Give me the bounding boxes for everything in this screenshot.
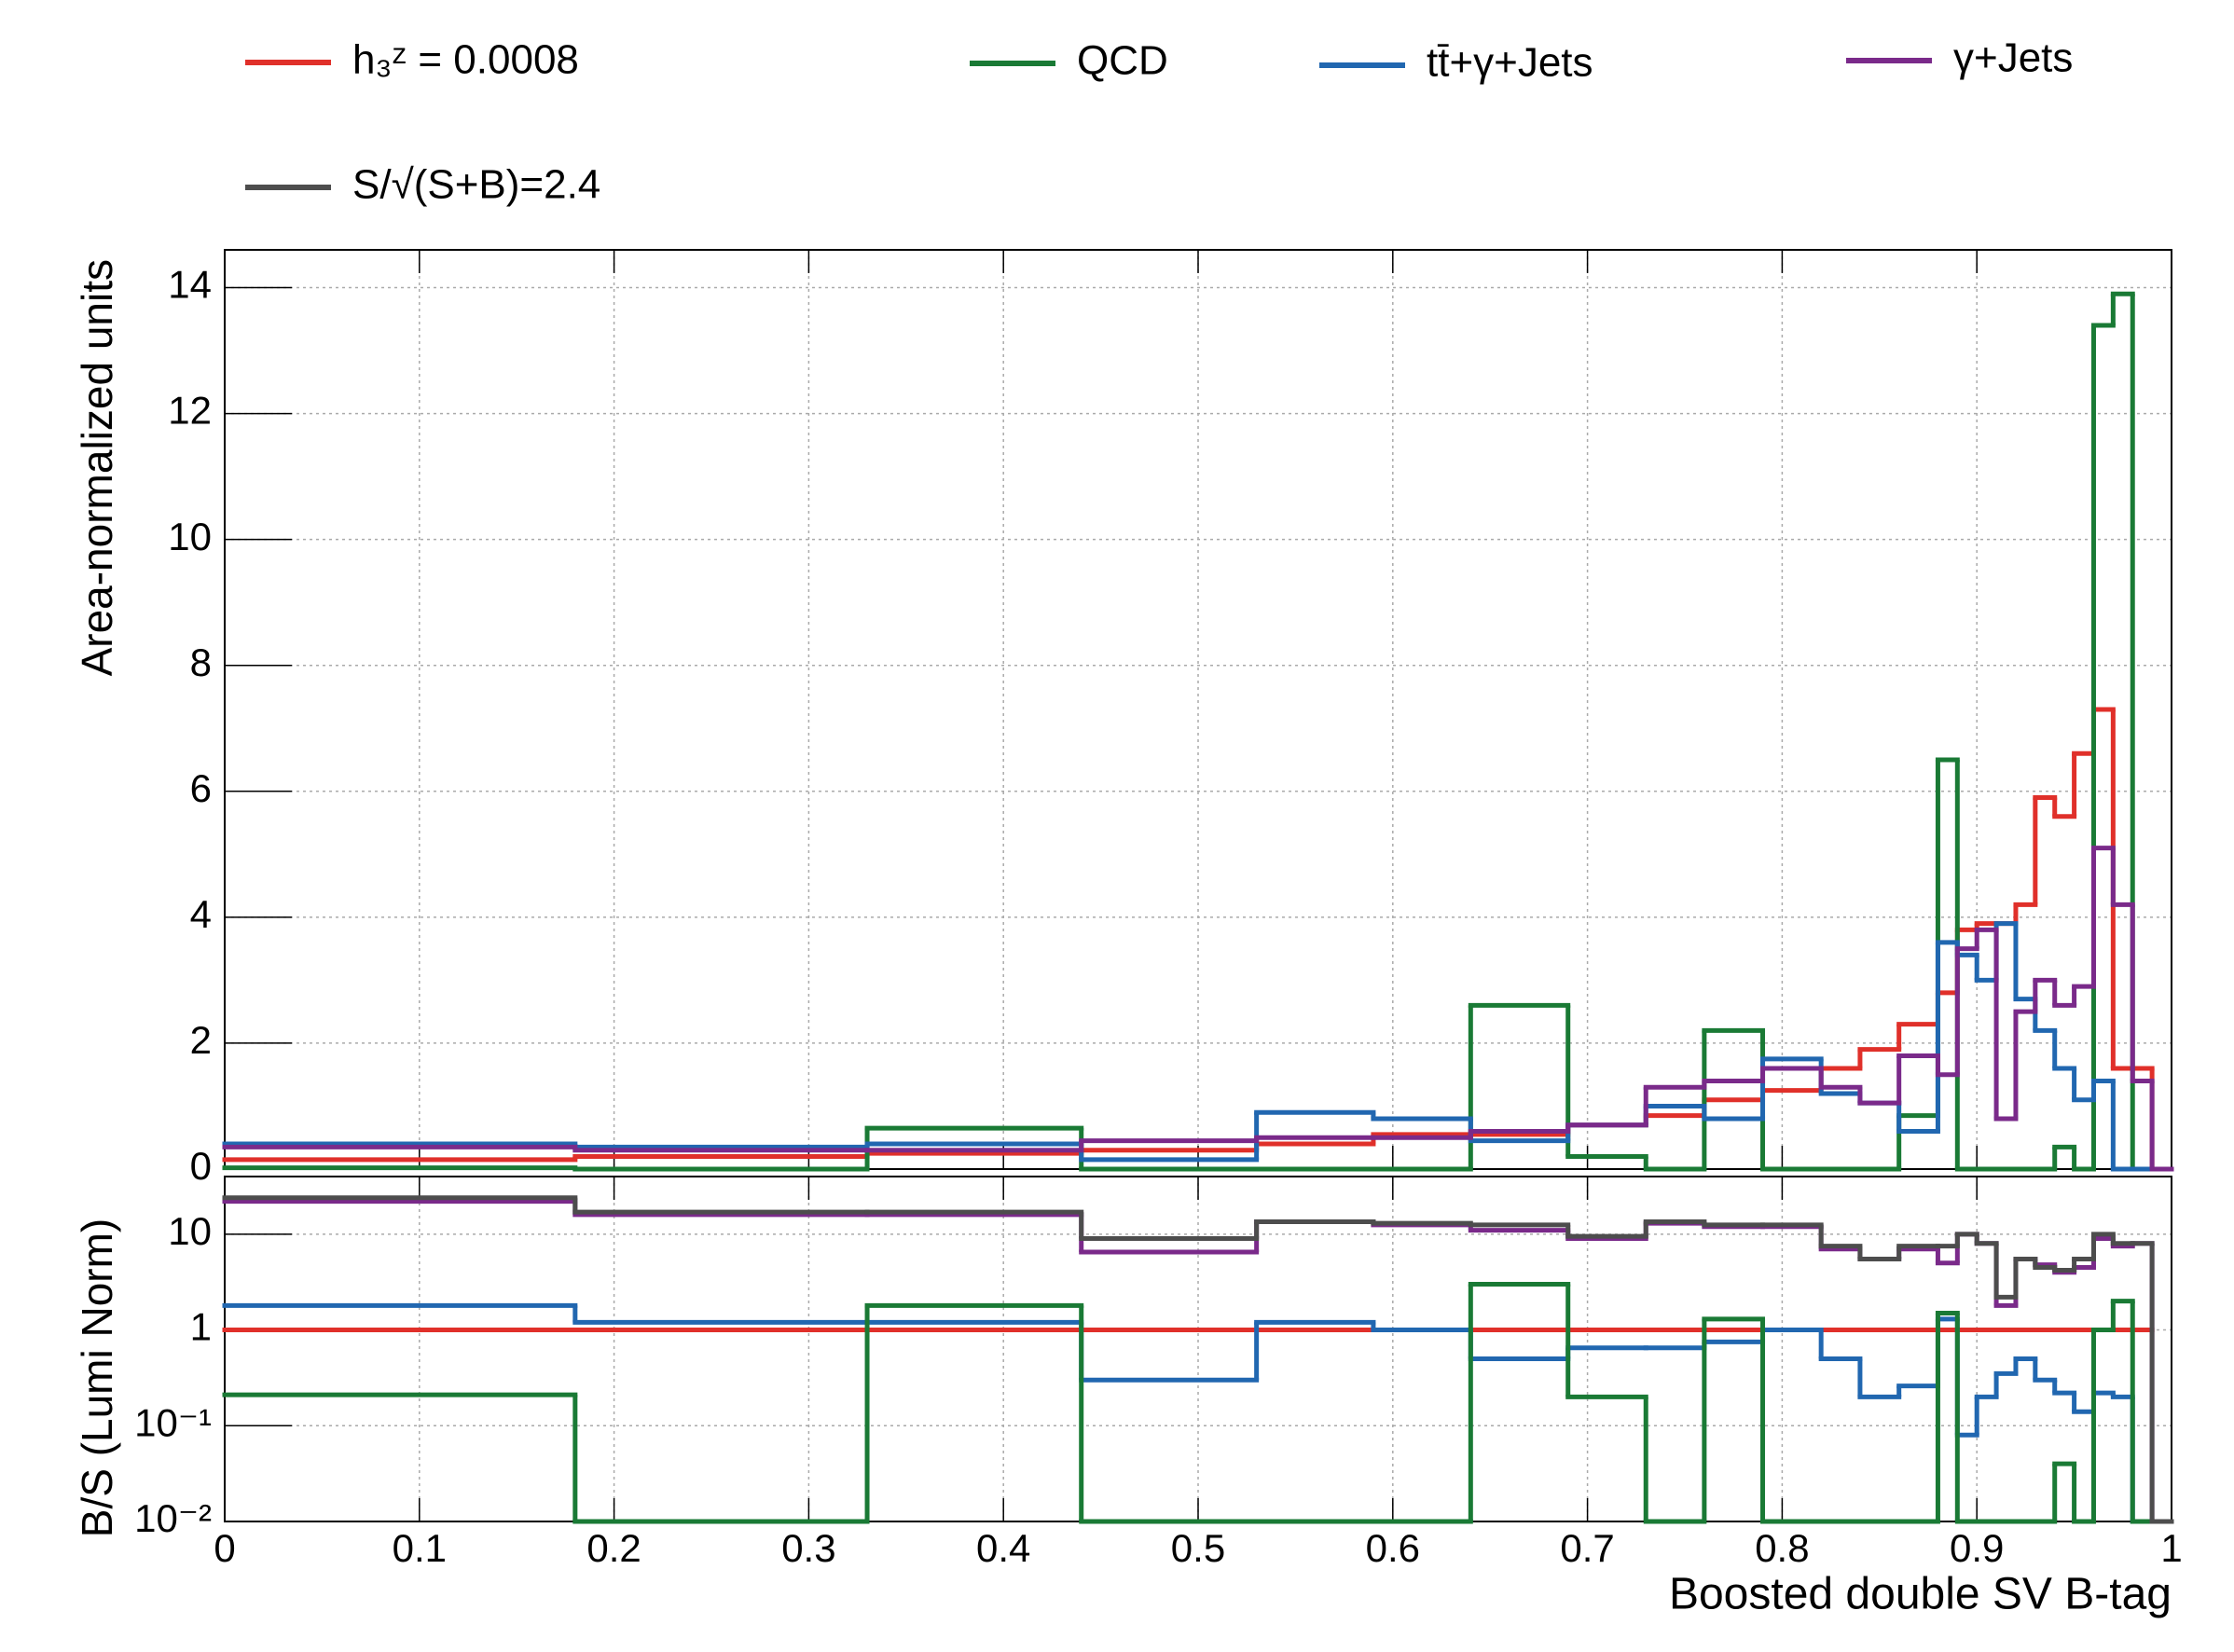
x-tick-label: 1	[2160, 1526, 2182, 1570]
y-axis-title: Area-normalized units	[73, 259, 121, 676]
y-tick-label: 10⁻¹	[134, 1400, 212, 1444]
y-tick-label: 0	[190, 1144, 212, 1188]
y-tick-label: 6	[190, 766, 212, 810]
y-tick-label: 14	[168, 263, 212, 307]
y-tick-label: 2	[190, 1018, 212, 1062]
x-tick-label: 0.3	[781, 1526, 835, 1570]
y-axis-title: B/S (Lumi Norm)	[73, 1218, 121, 1537]
x-tick-label: 0.7	[1560, 1526, 1614, 1570]
x-tick-label: 0.8	[1755, 1526, 1809, 1570]
x-tick-label: 0	[214, 1526, 235, 1570]
y-tick-label: 1	[190, 1305, 212, 1349]
y-tick-label: 10⁻²	[134, 1496, 212, 1540]
x-tick-label: 0.6	[1366, 1526, 1420, 1570]
x-tick-label: 0.1	[393, 1526, 447, 1570]
y-tick-label: 10	[168, 1209, 212, 1253]
y-tick-label: 4	[190, 892, 212, 936]
x-tick-label: 0.2	[586, 1526, 641, 1570]
legend-label: γ+Jets	[1953, 35, 2073, 81]
x-tick-label: 0.5	[1171, 1526, 1225, 1570]
legend-label: h₃ᶻ = 0.0008	[352, 37, 579, 83]
y-tick-label: 12	[168, 389, 212, 433]
legend-label: QCD	[1077, 38, 1168, 84]
x-axis-title: Boosted double SV B-tag	[1669, 1570, 2172, 1619]
legend-label: tt̄+γ+Jets	[1427, 40, 1593, 86]
x-tick-label: 0.9	[1950, 1526, 2004, 1570]
x-tick-label: 0.4	[976, 1526, 1030, 1570]
y-tick-label: 10	[168, 515, 212, 558]
y-tick-label: 8	[190, 640, 212, 684]
legend-label: S/√(S+B)=2.4	[352, 162, 600, 208]
